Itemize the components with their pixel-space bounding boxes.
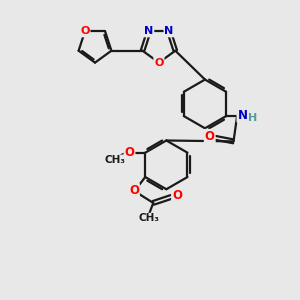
Text: CH₃: CH₃ [104,155,125,165]
Text: O: O [129,184,139,197]
Text: H: H [248,112,257,123]
Text: O: O [172,189,182,202]
Text: CH₃: CH₃ [138,213,159,224]
Text: N: N [144,26,153,36]
Text: O: O [124,146,134,159]
Text: N: N [237,109,248,122]
Text: N: N [164,26,174,36]
Text: O: O [205,130,215,143]
Text: O: O [154,58,164,68]
Text: O: O [80,26,90,36]
